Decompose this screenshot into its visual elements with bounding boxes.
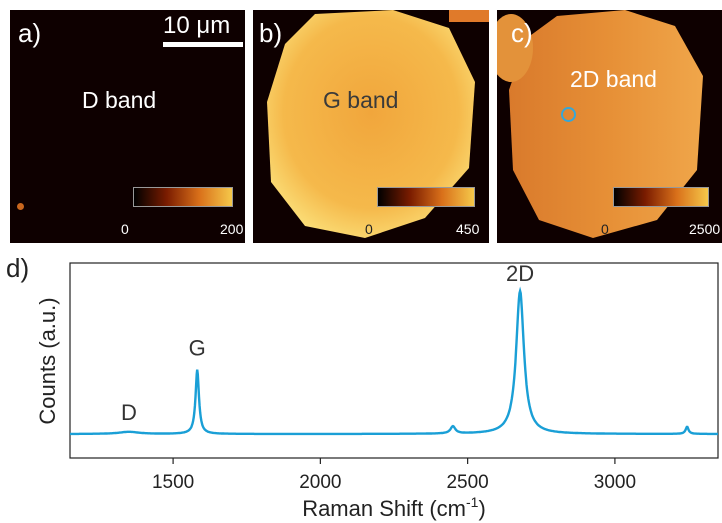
colorbar-min-label: 0: [365, 221, 373, 237]
2d-band-flake: [497, 10, 703, 238]
peak-label-2d: 2D: [506, 261, 534, 286]
peak-label-g: G: [189, 336, 206, 361]
x-axis-ticks: 1500 2000 2500 3000: [152, 458, 636, 493]
map-speck: [17, 203, 24, 210]
g-band-map: b) G band 0 450: [253, 10, 489, 243]
d-band-map: a) D band 0 200: [10, 10, 245, 243]
y-axis-label: Counts (a.u.): [35, 297, 60, 424]
x-axis-label: Raman Shift (cm-1): [302, 494, 486, 521]
colorbar-g: [377, 187, 475, 207]
g-band-flake: [267, 10, 489, 238]
panel-label-b: b): [259, 18, 283, 48]
peak-labels: D G 2D: [121, 261, 534, 425]
colorbar-max-label: 450: [456, 221, 480, 237]
panel-label-c: c): [511, 18, 533, 48]
band-title-d: D band: [82, 87, 157, 113]
measurement-spot-marker: [561, 107, 576, 122]
panel-label-d: d): [6, 253, 29, 283]
colorbar-max-label: 200: [220, 221, 244, 237]
x-tick-label: 1500: [152, 472, 194, 493]
plot-frame: [69, 262, 719, 459]
x-tick-label: 2000: [299, 472, 341, 493]
spectrum-series-line: [70, 286, 718, 436]
band-title-g: G band: [323, 87, 399, 113]
band-title-2d: 2D band: [570, 66, 657, 92]
panel-label-a: a): [18, 18, 42, 48]
scale-bar: [163, 42, 243, 47]
colorbar-min-label: 0: [121, 221, 129, 237]
x-tick-label: 2500: [446, 472, 488, 493]
2d-band-map: c) 2D band 0 2500: [497, 10, 722, 243]
raman-spectrum-chart: d) Counts (a.u.) Raman Shift (cm-1) 1500…: [6, 253, 719, 521]
x-tick-label: 3000: [594, 472, 636, 493]
colorbar-2d: [613, 187, 709, 207]
colorbar-d: [133, 187, 233, 207]
colorbar-max-label: 2500: [689, 221, 721, 237]
scale-bar-label: 10 μm: [163, 12, 231, 39]
peak-label-d: D: [121, 400, 137, 425]
colorbar-min-label: 0: [601, 221, 609, 237]
